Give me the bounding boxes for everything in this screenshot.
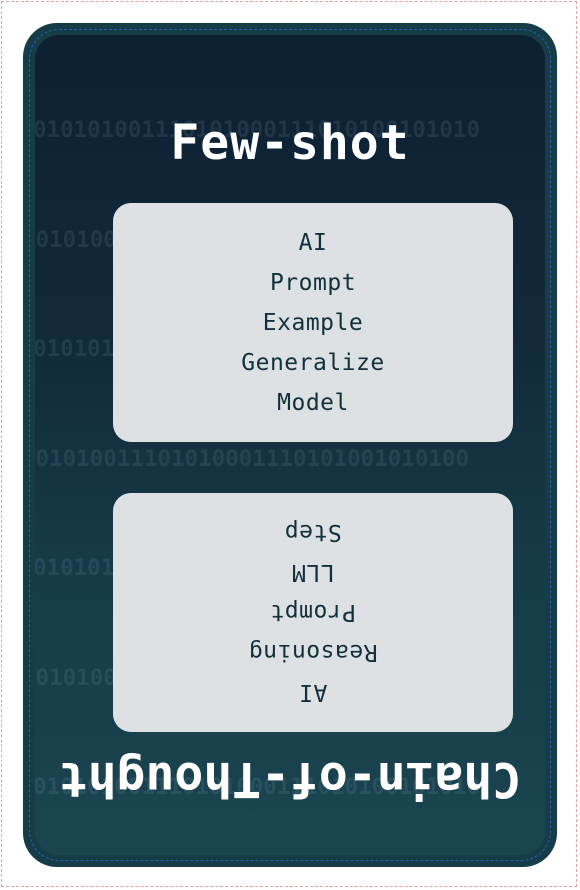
- top-word: Prompt: [269, 269, 357, 296]
- binary-line: 010101001110101000111010100101010: [35, 117, 481, 143]
- binary-line: 010101001110101000111010100101010: [35, 774, 481, 800]
- bottom-word: AI: [298, 679, 328, 706]
- bottom-card-title: Chain-of-Thought: [58, 751, 522, 807]
- bottom-word: Prompt: [269, 599, 357, 626]
- flashcard: 010101001110101000111010100101010 101010…: [23, 23, 557, 867]
- top-word-box: AI Prompt Example Generalize Model: [113, 203, 513, 442]
- bottom-word: LLM: [291, 559, 335, 586]
- top-card-title: Few-shot: [170, 115, 410, 171]
- bottom-word: Step: [284, 519, 342, 546]
- top-word: Example: [262, 309, 364, 336]
- bottom-word: Reasoning: [248, 639, 378, 666]
- top-word: Generalize: [241, 349, 385, 376]
- top-word: Model: [277, 389, 349, 416]
- top-word: AI: [298, 229, 328, 256]
- binary-line: 101010011101010001110101001010100: [35, 445, 470, 472]
- bottom-word-box: AI Reasoning Prompt LLM Step: [113, 493, 513, 732]
